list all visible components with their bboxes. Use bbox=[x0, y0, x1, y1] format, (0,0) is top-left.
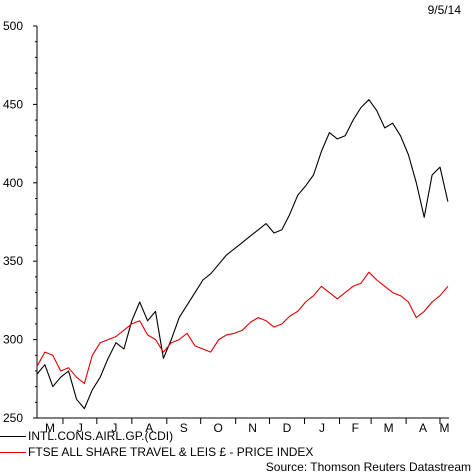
x-tick-label: S bbox=[180, 421, 188, 435]
x-tick-label: M bbox=[384, 421, 394, 435]
x-tick-label: M bbox=[439, 421, 449, 435]
x-tick-label: J bbox=[77, 421, 83, 435]
chart-axes bbox=[36, 26, 449, 419]
x-tick-label: A bbox=[145, 421, 153, 435]
y-tick-label: 450 bbox=[3, 97, 23, 111]
x-tick-label: J bbox=[319, 421, 325, 435]
legend-entry-icag: INTL.CONS.AIRL.GP.(CDI) bbox=[0, 428, 475, 444]
y-tick-label: 500 bbox=[3, 19, 23, 33]
chart-legend: INTL.CONS.AIRL.GP.(CDI) FTSE ALL SHARE T… bbox=[0, 428, 475, 460]
series-line-icag bbox=[36, 99, 449, 410]
x-tick-label: D bbox=[283, 421, 292, 435]
y-tick-label: 250 bbox=[3, 411, 23, 425]
series-line-ftse bbox=[36, 271, 449, 385]
x-tick-label: O bbox=[213, 421, 222, 435]
y-tick-label: 400 bbox=[3, 176, 23, 190]
x-tick-label: M bbox=[45, 421, 55, 435]
chart-source-note: Source: Thomson Reuters Datastream bbox=[265, 460, 471, 474]
chart-series bbox=[36, 99, 449, 410]
legend-label-icag: INTL.CONS.AIRL.GP.(CDI) bbox=[28, 429, 174, 443]
legend-swatch-ftse bbox=[0, 451, 26, 453]
y-tick-label: 300 bbox=[3, 333, 23, 347]
legend-entry-ftse: FTSE ALL SHARE TRAVEL & LEIS £ - PRICE I… bbox=[0, 444, 475, 460]
legend-swatch-icag bbox=[0, 435, 26, 437]
y-tick-label: 350 bbox=[3, 254, 23, 268]
x-tick-label: N bbox=[248, 421, 257, 435]
x-tick-label: F bbox=[352, 421, 359, 435]
chart-date-label: 9/5/14 bbox=[427, 3, 461, 17]
y-axis-ticks: 250 300 350 400 450 500 bbox=[3, 19, 37, 425]
legend-label-ftse: FTSE ALL SHARE TRAVEL & LEIS £ - PRICE I… bbox=[28, 445, 314, 459]
x-tick-label: J bbox=[111, 421, 117, 435]
x-tick-label: A bbox=[419, 421, 427, 435]
